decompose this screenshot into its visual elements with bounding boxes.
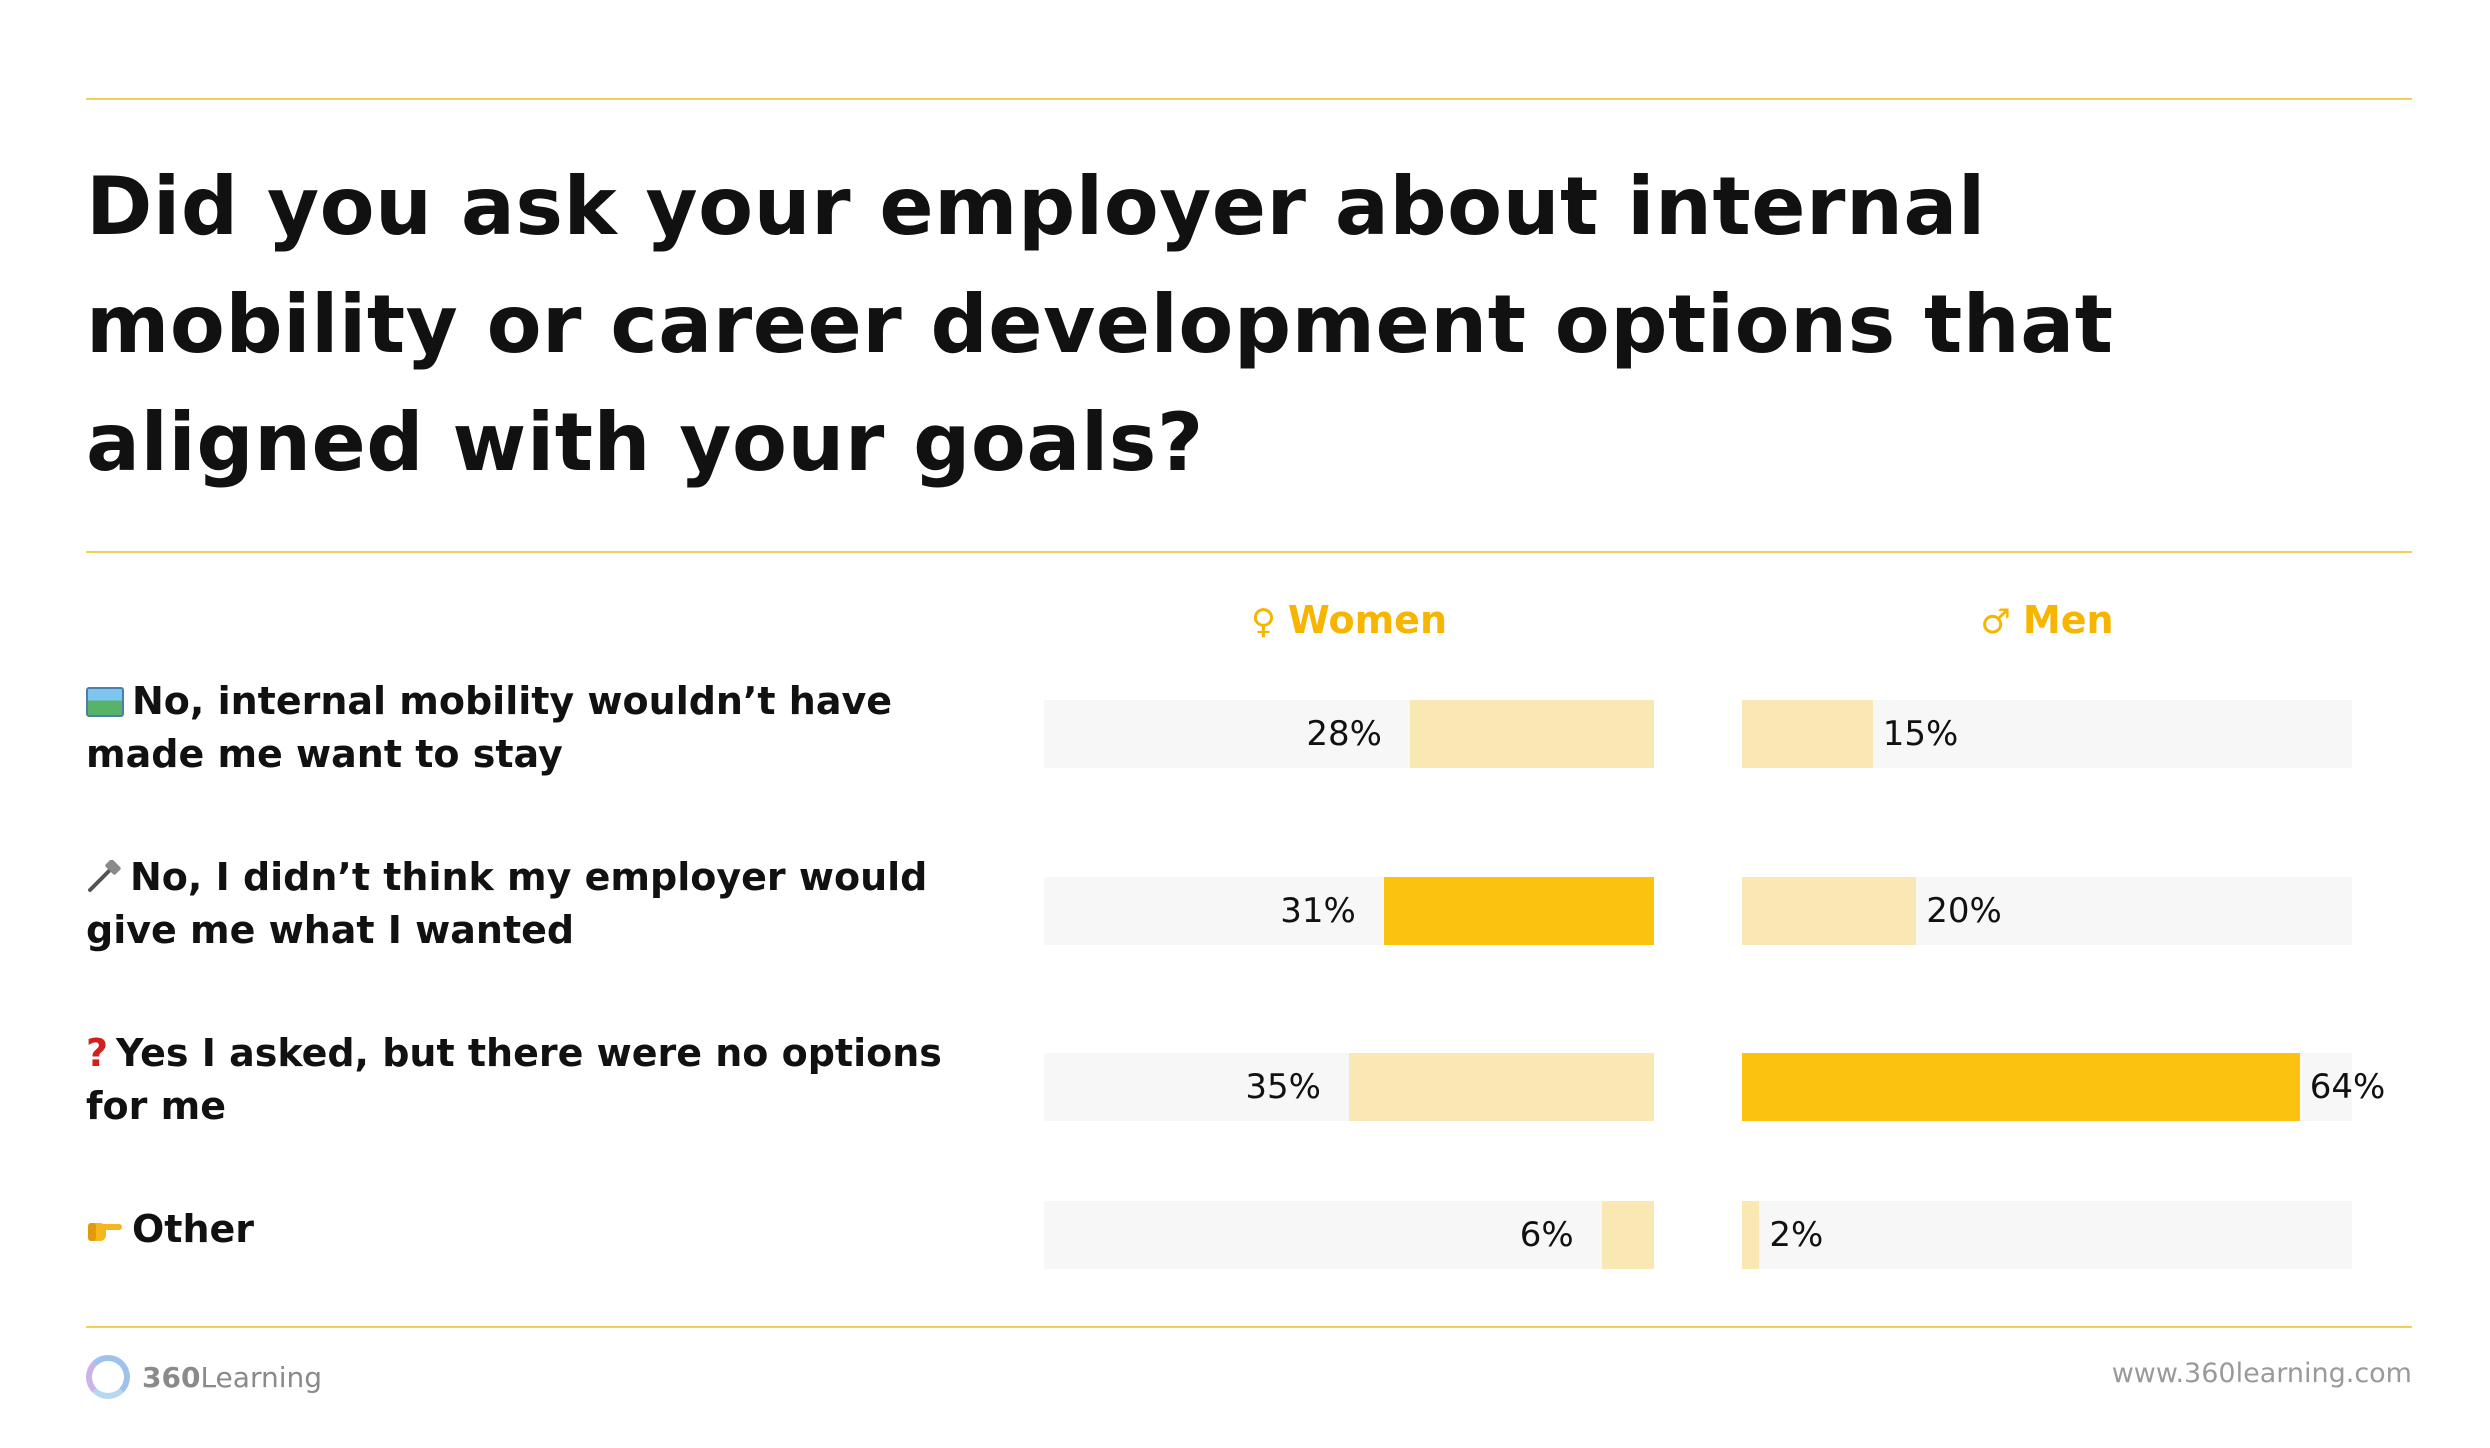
category-label-3: Other xyxy=(86,1203,986,1256)
male-symbol-icon: ♂ xyxy=(1980,602,2011,642)
bar-women-1 xyxy=(1383,877,1654,945)
bar-men-3 xyxy=(1742,1201,1760,1269)
legend-women: ♀ Women xyxy=(1044,598,1654,642)
bar-women-3 xyxy=(1601,1201,1654,1269)
title-rule xyxy=(86,551,2412,553)
legend-men: ♂ Men xyxy=(1742,598,2352,642)
bar-women-2 xyxy=(1349,1053,1654,1121)
brand-name-bold: 360 xyxy=(142,1360,201,1394)
category-text-3: Other xyxy=(132,1207,255,1251)
hammer-wrench-icon xyxy=(86,851,122,904)
top-rule xyxy=(86,98,2412,100)
category-label-0: No, internal mobility wouldn’t have made… xyxy=(86,675,986,781)
category-label-1: No, I didn’t think my employer would giv… xyxy=(86,851,986,957)
value-label-women-0: 28% xyxy=(1306,714,1382,754)
chart-title: Did you ask your employer about internal… xyxy=(86,160,2114,489)
bar-track-men-1: 20% xyxy=(1742,877,2352,945)
bottom-rule xyxy=(86,1326,2412,1328)
logo-ring-icon xyxy=(86,1355,130,1399)
bar-track-men-2: 64% xyxy=(1742,1053,2385,1121)
bar-track-women-3: 6% xyxy=(1044,1201,1654,1269)
female-symbol-icon: ♀ xyxy=(1251,602,1276,642)
bar-men-1 xyxy=(1742,877,1917,945)
category-text-1: No, I didn’t think my employer would giv… xyxy=(86,855,928,952)
footer-url: www.360learning.com xyxy=(2111,1358,2412,1389)
value-label-women-3: 6% xyxy=(1519,1215,1574,1255)
map-icon xyxy=(86,687,124,717)
legend-women-label: Women xyxy=(1287,598,1447,642)
brand-name: 360Learning xyxy=(142,1361,322,1394)
bar-track-men-3: 2% xyxy=(1742,1201,2352,1269)
value-label-men-1: 20% xyxy=(1926,891,2002,931)
question-mark-icon: ? xyxy=(86,1031,109,1075)
value-label-women-1: 31% xyxy=(1280,891,1356,931)
pointing-hand-icon xyxy=(86,1203,124,1256)
bar-women-0 xyxy=(1410,700,1654,768)
category-text-2: Yes I asked, but there were no options f… xyxy=(86,1031,942,1128)
bar-track-women-1: 31% xyxy=(1044,877,1654,945)
value-label-men-2: 64% xyxy=(2309,1067,2386,1107)
bar-track-women-2: 35% xyxy=(1044,1053,1654,1121)
bar-track-women-0: 28% xyxy=(1044,700,1654,768)
bar-men-2 xyxy=(1742,1053,2300,1121)
value-label-men-3: 2% xyxy=(1769,1215,1824,1255)
bar-track-men-0: 15% xyxy=(1742,700,2352,768)
value-label-women-2: 35% xyxy=(1245,1067,1321,1107)
bar-men-0 xyxy=(1742,700,1873,768)
brand-name-light: Learning xyxy=(200,1360,323,1394)
legend-men-label: Men xyxy=(2022,598,2114,642)
category-label-2: ? Yes I asked, but there were no options … xyxy=(86,1027,986,1133)
brand-logo: 360Learning xyxy=(86,1352,322,1402)
category-text-0: No, internal mobility wouldn’t have made… xyxy=(86,679,893,776)
value-label-men-0: 15% xyxy=(1882,714,1959,754)
